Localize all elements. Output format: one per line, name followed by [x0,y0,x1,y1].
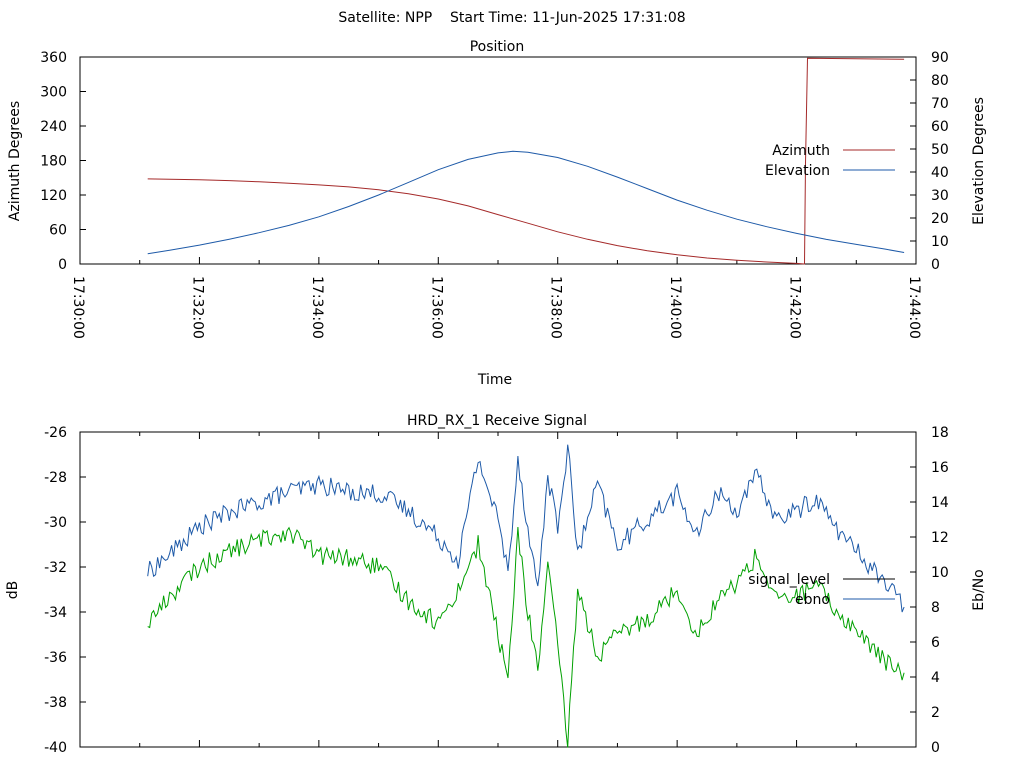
x-tick-label: 17:38:00 [548,276,564,339]
series-line-Elevation [147,150,905,255]
x-tick-label: 17:30:00 [70,276,86,339]
y-tick-label: 0 [58,257,67,273]
receive-signal-y2label: Eb/No [971,569,987,611]
y2-tick-label: 4 [931,670,940,686]
position-xlabel: Time [477,372,512,388]
y2-tick-label: 6 [931,635,940,651]
y2-tick-label: 14 [931,495,949,511]
x-tick-label: 17:36:00 [428,276,444,339]
y-tick-label: -34 [44,605,67,621]
y-tick-label: 120 [40,188,67,204]
y-tick-label: -26 [44,425,67,441]
x-tick-label: 17:42:00 [787,276,803,339]
y2-tick-label: 0 [931,257,940,273]
legend-label: signal_level [748,572,830,588]
series-line-ebno [147,444,905,613]
y2-tick-label: 70 [931,96,949,112]
y2-tick-label: 16 [931,460,949,476]
y2-tick-label: 50 [931,142,949,158]
y2-tick-label: 8 [931,600,940,616]
y2-tick-label: 20 [931,211,949,227]
y-tick-label: 300 [40,85,67,101]
x-tick-label: 17:40:00 [667,276,683,339]
x-tick-label: 17:44:00 [906,276,922,339]
y2-tick-label: 90 [931,50,949,66]
receive-signal-chart-title: HRD_RX_1 Receive Signal [407,413,587,429]
y2-tick-label: 60 [931,119,949,135]
y2-tick-label: 30 [931,188,949,204]
series-line-unnamed [147,526,905,748]
receive-signal-chart: HRD_RX_1 Receive Signal dB Eb/No -40 -38 -… [5,413,987,756]
legend-label: Elevation [765,163,830,179]
y2-tick-label: 10 [931,565,949,581]
y2-tick-label: 0 [931,740,940,756]
y-tick-label: -36 [44,650,67,666]
y2-tick-label: 10 [931,234,949,250]
y-tick-label: 240 [40,119,67,135]
series-line-Azimuth [147,57,905,265]
legend-label: Azimuth [772,143,830,159]
x-tick-label: 17:32:00 [189,276,205,339]
y-tick-label: 60 [49,223,67,239]
receive-signal-plot-frame [79,431,917,748]
y-tick-label: -28 [44,470,67,486]
position-plot-frame [79,56,917,265]
y-tick-label: -30 [44,515,67,531]
receive-signal-ylabel: dB [5,581,21,600]
y2-tick-label: 18 [931,425,949,441]
position-ylabel: Azimuth Degrees [7,101,23,221]
y-tick-label: 360 [40,50,67,66]
y-tick-label: 180 [40,154,67,170]
y2-tick-label: 40 [931,165,949,181]
position-chart-title: Position [470,39,525,55]
y2-tick-label: 80 [931,73,949,89]
y-tick-label: -40 [44,740,67,756]
x-tick-label: 17:34:00 [309,276,325,339]
y-tick-label: -32 [44,560,67,576]
legend-label: ebno [795,592,830,608]
figure-title: Satellite: NPP Start Time: 11-Jun-2025 1… [338,10,685,26]
position-y2label: Elevation Degrees [971,97,987,225]
y2-tick-label: 12 [931,530,949,546]
position-chart: Position Time Azimuth Degrees Elevation … [7,39,987,388]
y2-tick-label: 2 [931,705,940,721]
y-tick-label: -38 [44,695,67,711]
